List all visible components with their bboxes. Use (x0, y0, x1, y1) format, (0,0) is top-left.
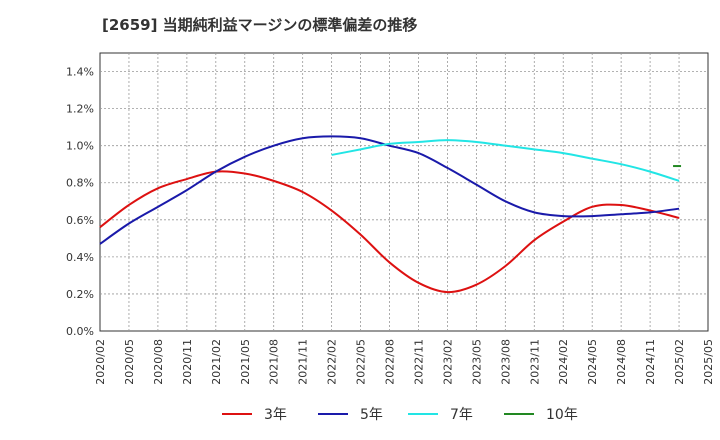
legend-label: 5年 (360, 407, 383, 423)
x-tick-label: 2023/11 (528, 339, 541, 385)
x-tick-label: 2023/02 (441, 339, 454, 385)
series-line-7年 (331, 139, 680, 182)
y-axis-ticks: 0.0% 0.2% 0.4% 0.6% 0.8% 1.0% 1.2% 1.4% (66, 66, 94, 338)
legend-label: 7年 (450, 407, 473, 423)
plot-area (99, 52, 709, 332)
horizontal-gridlines (100, 71, 708, 295)
y-tick-label: 0.2% (66, 288, 94, 301)
x-tick-label: 2024/05 (586, 339, 599, 385)
x-tick-label: 2022/08 (384, 339, 397, 385)
x-tick-label: 2022/02 (326, 339, 339, 385)
series-lines (99, 135, 682, 294)
y-tick-label: 1.0% (66, 140, 94, 153)
x-tick-label: 2021/02 (210, 339, 223, 385)
x-tick-label: 2021/11 (297, 339, 310, 385)
series-line-3年 (99, 170, 680, 294)
x-tick-label: 2020/08 (152, 339, 165, 385)
legend-label: 3年 (264, 407, 287, 423)
series-line-5年 (99, 135, 680, 245)
y-tick-label: 0.0% (66, 325, 94, 338)
chart-title: [2659] 当期純利益マージンの標準偏差の推移 (102, 16, 418, 34)
legend: 3年 5年 7年 10年 (222, 407, 578, 423)
y-tick-label: 1.4% (66, 66, 94, 79)
x-axis-ticks: 2020/02 2020/05 2020/08 2020/11 2021/02 2021/… (94, 339, 715, 385)
x-tick-label: 2025/05 (702, 339, 715, 385)
y-tick-label: 0.8% (66, 177, 94, 190)
x-tick-label: 2020/11 (181, 339, 194, 385)
x-tick-label: 2023/08 (499, 339, 512, 385)
x-tick-label: 2021/05 (239, 339, 252, 385)
x-tick-label: 2022/05 (355, 339, 368, 385)
y-tick-label: 0.4% (66, 251, 94, 264)
x-tick-label: 2023/05 (470, 339, 483, 385)
x-tick-label: 2024/02 (557, 339, 570, 385)
y-tick-label: 1.2% (66, 103, 94, 116)
x-tick-label: 2024/11 (644, 339, 657, 385)
legend-label: 10年 (546, 407, 578, 423)
x-tick-label: 2020/02 (94, 339, 107, 385)
x-tick-label: 2024/08 (615, 339, 628, 385)
x-tick-label: 2021/08 (268, 339, 281, 385)
x-tick-label: 2022/11 (412, 339, 425, 385)
y-tick-label: 0.6% (66, 214, 94, 227)
x-tick-label: 2025/02 (673, 339, 686, 385)
x-tick-label: 2020/05 (123, 339, 136, 385)
